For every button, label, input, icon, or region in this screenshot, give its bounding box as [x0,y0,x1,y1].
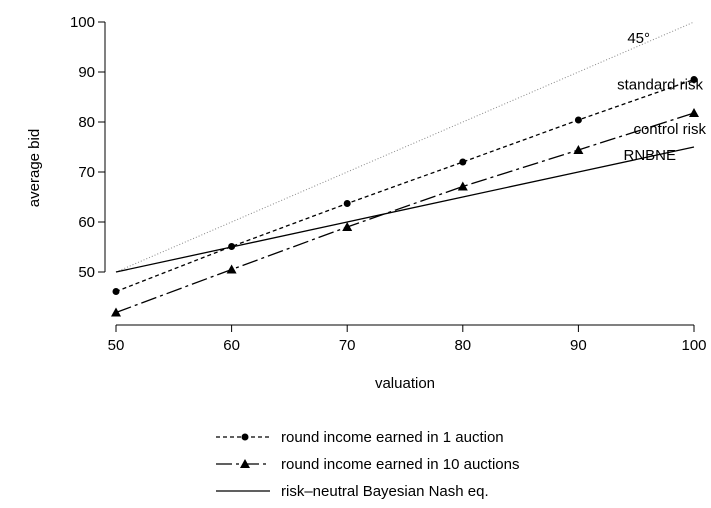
series-2-point [573,145,584,154]
series-line-1 [115,78,695,293]
legend-marker-triangle [240,459,250,468]
x-tick-label: 80 [454,337,471,354]
y-tick-label: 60 [78,214,95,231]
series-1-point [343,200,351,207]
series-2-point [226,264,237,274]
x-ticks: 50 60 70 80 90 100 [108,325,707,354]
x-tick-label: 90 [570,337,587,354]
y-ticks: 50 60 70 80 90 100 [70,14,105,281]
legend-label-2: round income earned in 10 auctions [281,456,520,473]
series-2-point [457,181,468,191]
y-tick-label: 100 [70,14,95,31]
y-axis-label: average bid [26,129,43,207]
plot-lines [115,21,695,314]
y-tick-label: 80 [78,114,95,131]
x-tick-label: 100 [681,337,706,354]
legend-marker-circle [241,433,249,441]
y-tick-label: 70 [78,164,95,181]
x-tick-label: 70 [339,337,356,354]
reference-45-label: 45° [627,30,650,47]
markers [111,76,699,317]
y-tick-label: 50 [78,264,95,281]
x-axis-label: valuation [375,375,435,392]
series-1-point [574,116,582,124]
series-1-point [690,76,698,83]
series-line-3 [115,146,695,273]
series-label-1: standard risk [617,77,703,94]
legend-label-3: risk–neutral Bayesian Nash eq. [281,483,489,500]
axes [104,22,694,326]
line-labels: standard risk control risk RNBNE 45° [617,30,706,164]
series-2-point [689,108,699,117]
y-tick-label: 90 [78,64,95,81]
series-2-point [111,307,121,317]
series-1-point [459,158,467,166]
legend-label-1: round income earned in 1 auction [281,429,504,446]
series-line-2 [115,112,695,314]
series-2-point [342,222,353,231]
legend: round income earned in 1 auction round in… [216,429,520,500]
series-label-3: RNBNE [623,147,676,164]
series-label-2: control risk [633,121,706,138]
reference-45-line [115,21,695,273]
series-1-point [228,243,236,250]
x-tick-label: 60 [223,337,240,354]
x-tick-label: 50 [108,337,125,354]
series-1-point [112,288,120,295]
